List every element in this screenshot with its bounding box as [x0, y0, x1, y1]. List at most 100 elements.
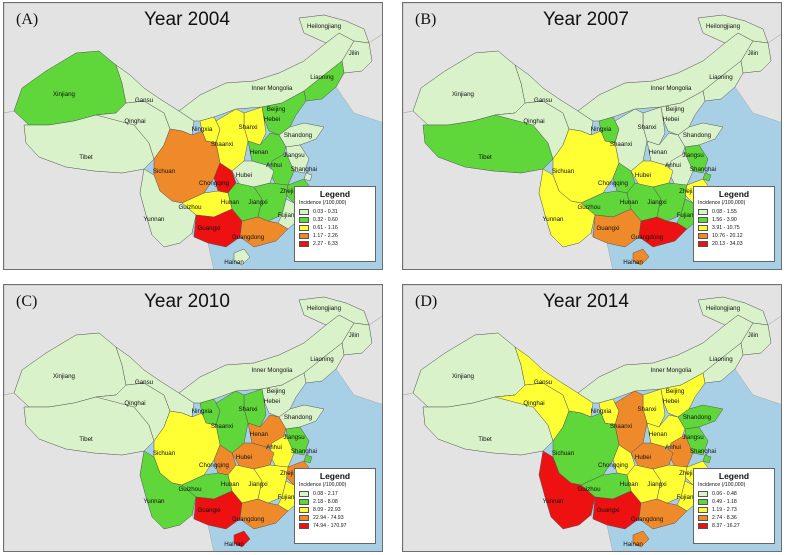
legend-row: 8.09 - 22.93: [299, 506, 371, 514]
legend-swatch: [698, 225, 708, 231]
province-label: Hainan: [623, 259, 643, 266]
province-label: Inner Mongolia: [651, 367, 692, 374]
province-heilongjiang: [697, 14, 769, 44]
province-label: Gansu: [534, 97, 553, 104]
legend-label: 74.94 - 170.97: [313, 523, 347, 529]
legend-swatch: [698, 523, 708, 529]
legend-swatch: [698, 507, 708, 513]
province-label: Shaanxi: [211, 423, 233, 430]
province-label: Ningxia: [591, 126, 612, 133]
province-guangdong: [239, 498, 289, 530]
province-label: Anhui: [266, 162, 282, 169]
legend-row: 8.37 - 16.27: [698, 522, 770, 530]
legend-swatch: [299, 209, 309, 215]
province-label: Guangxi: [197, 507, 220, 514]
legend-label: 1.19 - 2.73: [712, 507, 737, 513]
province-hainan: [233, 530, 251, 548]
legend-label: 0.03 - 0.31: [313, 209, 338, 215]
province-yunnan: [538, 450, 596, 530]
province-label: Chongqing: [199, 180, 229, 187]
map-legend: Legend Incidence (/100,000) 0.08 - 2.17 2.1…: [294, 468, 376, 544]
province-label: Heilongjiang: [307, 23, 342, 30]
province-label: Shandong: [284, 132, 313, 139]
province-liaoning: [303, 342, 345, 384]
province-label: Yunnan: [543, 216, 565, 223]
map-legend: Legend Incidence (/100,000) 0.08 - 1.55 1.5…: [693, 186, 775, 262]
province-label: Hainan: [224, 541, 244, 548]
legend-label: 8.09 - 22.93: [313, 507, 341, 513]
province-label: Guangdong: [631, 516, 664, 523]
province-label: Guangxi: [596, 507, 619, 514]
province-label: Tibet: [478, 436, 492, 443]
legend-row: 10.76 - 20.12: [698, 232, 770, 240]
province-label: Beijing: [666, 388, 685, 395]
panel-letter: (D): [415, 293, 438, 310]
province-label: Liaoning: [310, 74, 334, 81]
province-label: Inner Mongolia: [252, 367, 293, 374]
legend-label: 0.08 - 1.55: [712, 209, 737, 215]
province-label: Qinghai: [124, 400, 145, 407]
legend-label: 2.74 - 8.36: [712, 515, 737, 521]
legend-row: 2.27 - 6.33: [299, 240, 371, 248]
map-panel: Xinjiang Tibet Qinghai Gansu Inner Mongolia H…: [402, 2, 782, 270]
map-panel: Xinjiang Tibet Qinghai Gansu Inner Mongolia H…: [402, 284, 782, 552]
panel-letter: (C): [16, 293, 38, 310]
province-label: Inner Mongolia: [651, 85, 692, 92]
map-legend: Legend Incidence (/100,000) 0.06 - 0.48 0.4…: [693, 468, 775, 544]
province-label: Sichuan: [552, 168, 575, 175]
province-label: Chongqing: [598, 462, 628, 469]
legend-swatch: [698, 499, 708, 505]
legend-label: 0.49 - 1.18: [712, 499, 737, 505]
province-label: Jilin: [349, 50, 360, 57]
province-label: Shaanxi: [610, 141, 632, 148]
province-label: Shanghai: [690, 448, 716, 455]
legend-label: 3.91 - 10.75: [712, 225, 740, 231]
province-label: Beijing: [666, 106, 685, 113]
map-legend: Legend Incidence (/100,000) 0.03 - 0.31 0.3…: [294, 186, 376, 262]
province-label: Hubei: [236, 172, 252, 179]
panel-title: Year 2004: [144, 9, 230, 30]
legend-swatch: [698, 209, 708, 215]
legend-swatch: [698, 217, 708, 223]
legend-row: 0.61 - 1.16: [299, 224, 371, 232]
legend-label: 0.06 - 0.48: [712, 491, 737, 497]
legend-row: 0.08 - 2.17: [299, 490, 371, 498]
province-label: Heilongjiang: [307, 305, 342, 312]
province-label: Jiangsu: [682, 152, 704, 159]
legend-title: Legend: [319, 471, 351, 481]
province-label: Qinghai: [523, 118, 544, 125]
province-label: Xinjiang: [452, 91, 475, 98]
legend-row: 0.32 - 0.60: [299, 216, 371, 224]
province-label: Shanxi: [638, 124, 657, 131]
province-label: Beijing: [267, 106, 286, 113]
province-label: Anhui: [665, 444, 681, 451]
legend-swatch: [299, 241, 309, 247]
province-label: Xinjiang: [53, 373, 76, 380]
province-heilongjiang: [298, 296, 370, 326]
province-label: Jiangxi: [647, 199, 666, 206]
province-yunnan: [139, 450, 197, 530]
province-label: Yunnan: [543, 498, 565, 505]
province-label: Guangdong: [232, 516, 265, 523]
province-label: Jiangsu: [283, 152, 305, 159]
legend-subtitle: Incidence (/100,000): [299, 482, 347, 488]
legend-swatch: [299, 225, 309, 231]
province-label: Hebei: [663, 398, 679, 405]
legend-row: 0.03 - 0.31: [299, 208, 371, 216]
legend-title: Legend: [718, 189, 750, 199]
province-label: Jiangsu: [283, 434, 305, 441]
legend-row: 3.91 - 10.75: [698, 224, 770, 232]
province-label: Yunnan: [144, 498, 166, 505]
province-label: Hunan: [620, 199, 639, 206]
province-label: Anhui: [665, 162, 681, 169]
province-label: Hubei: [635, 454, 651, 461]
province-label: Xinjiang: [53, 91, 76, 98]
legend-swatch: [698, 241, 708, 247]
province-liaoning: [303, 60, 345, 102]
province-heilongjiang: [697, 296, 769, 326]
legend-label: 0.08 - 2.17: [313, 491, 338, 497]
legend-row: 2.18 - 8.08: [299, 498, 371, 506]
province-hainan: [632, 530, 650, 548]
province-label: Jiangxi: [647, 481, 666, 488]
